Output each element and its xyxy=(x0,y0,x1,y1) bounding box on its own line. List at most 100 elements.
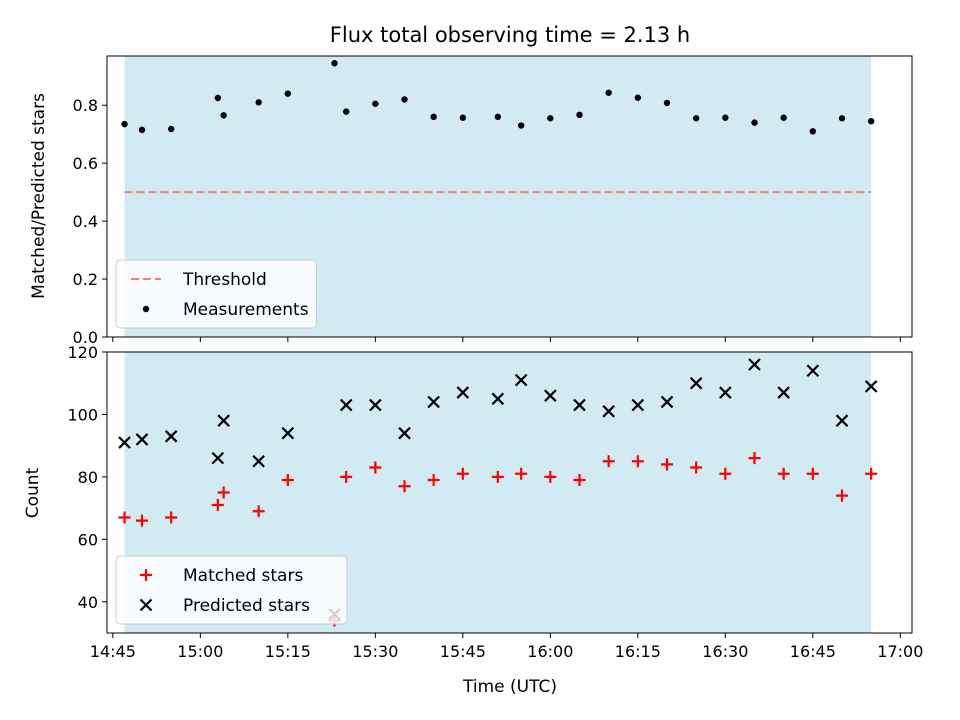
x-tick-label: 17:00 xyxy=(877,642,923,661)
top-y-tick-label: 0.8 xyxy=(73,96,98,115)
matched-star-point xyxy=(631,455,644,468)
matched-star-point xyxy=(211,498,224,511)
predicted-star-point xyxy=(806,364,820,378)
predicted-star-point xyxy=(602,405,615,418)
predicted-star-point xyxy=(164,430,178,443)
matched-star-point xyxy=(719,467,732,480)
bottom-y-tick-label: 100 xyxy=(67,405,98,424)
top-y-tick-label: 0.6 xyxy=(73,154,98,173)
top-chart-title: Flux total observing time = 2.13 h xyxy=(330,23,690,47)
matched-star-point xyxy=(573,474,586,487)
bottom-y-tick-label: 60 xyxy=(78,530,98,549)
x-tick-label: 15:00 xyxy=(177,642,223,661)
matched-star-point xyxy=(398,480,411,493)
x-tick-label: 16:00 xyxy=(527,642,573,661)
matched-star-point xyxy=(369,461,382,474)
measurement-point xyxy=(459,114,467,121)
matched-star-point xyxy=(456,467,469,480)
measurement-point xyxy=(751,119,758,126)
measurement-point xyxy=(780,114,787,121)
matched-star-point xyxy=(252,505,265,518)
matched-star-point xyxy=(748,452,761,465)
bottom-y-tick-label: 40 xyxy=(78,593,98,612)
measurement-point xyxy=(430,113,437,121)
matched-star-point xyxy=(806,467,819,480)
predicted-star-point xyxy=(118,436,131,449)
matched-star-point xyxy=(427,474,440,487)
bottom-frame xyxy=(106,351,913,634)
top-legend-label: Measurements xyxy=(183,300,309,320)
legend-predicted-swatch xyxy=(139,598,153,612)
predicted-star-point xyxy=(631,398,645,412)
matched-star-point xyxy=(136,514,148,527)
measurement-point xyxy=(809,128,817,135)
matched-star-point xyxy=(661,458,673,471)
predicted-star-point xyxy=(135,433,149,446)
legend-measurement-swatch xyxy=(142,305,150,313)
bottom-panel: 14:45 15:00 15:15 15:30 15:45 16:00 16:15 16:30… xyxy=(67,343,923,661)
predicted-star-point xyxy=(427,395,440,409)
matched-star-point xyxy=(690,461,703,474)
x-tick-label: 15:30 xyxy=(352,642,398,661)
measurement-point xyxy=(401,96,408,103)
x-axis-label: Time (UTC) xyxy=(462,677,557,697)
predicted-star-point xyxy=(835,414,849,427)
predicted-star-point xyxy=(573,398,586,412)
measurement-point xyxy=(121,120,128,128)
measurement-point xyxy=(220,112,227,119)
bottom-legend-label: Predicted stars xyxy=(183,596,310,616)
measurement-point xyxy=(494,113,502,121)
top-panel: 0.0 0.2 0.4 0.6 0.8 Threshold Measurements xyxy=(73,55,913,347)
matched-star-point xyxy=(281,474,294,487)
predicted-star-point xyxy=(369,398,382,412)
x-tick-label: 15:15 xyxy=(265,642,311,661)
measurement-point xyxy=(663,99,671,107)
predicted-star-point xyxy=(514,373,528,387)
predicted-star-point xyxy=(211,451,225,465)
matched-star-point xyxy=(491,470,504,483)
matched-star-point xyxy=(836,489,848,502)
matched-star-point xyxy=(544,470,557,483)
measurement-point xyxy=(517,122,525,129)
measurement-point xyxy=(167,125,175,133)
predicted-star-point xyxy=(689,376,703,390)
matched-star-point xyxy=(340,470,353,483)
bottom-y-tick-label: 80 xyxy=(78,468,98,487)
x-tick-label: 16:45 xyxy=(790,642,836,661)
measurement-point xyxy=(138,126,146,134)
matched-star-point xyxy=(515,467,528,480)
matched-star-point xyxy=(217,486,230,499)
predicted-star-point xyxy=(719,386,732,399)
measurement-point xyxy=(547,115,554,122)
measurement-point xyxy=(576,111,583,119)
top-frame xyxy=(106,55,913,338)
predicted-star-point xyxy=(339,398,353,412)
predicted-star-point xyxy=(398,426,411,440)
top-legend-label: Threshold xyxy=(182,270,267,290)
measurement-point xyxy=(867,117,875,125)
matched-star-point xyxy=(777,467,790,480)
top-y-tick-label: 0.0 xyxy=(73,328,98,347)
matched-star-point xyxy=(602,455,615,468)
predicted-star-point xyxy=(491,392,505,406)
measurement-point xyxy=(634,94,642,101)
x-tick-label: 16:30 xyxy=(702,642,748,661)
predicted-star-point xyxy=(777,386,790,399)
matched-star-point xyxy=(165,511,178,524)
measurement-point xyxy=(284,90,292,97)
bottom-y-axis-label: Count xyxy=(23,467,43,518)
measurement-point xyxy=(605,89,612,96)
predicted-star-point xyxy=(456,386,470,399)
predicted-star-point xyxy=(660,395,674,409)
bottom-legend-label: Matched stars xyxy=(183,566,303,586)
matched-star-point xyxy=(865,467,878,480)
top-y-tick-label: 0.4 xyxy=(73,212,98,231)
measurement-point xyxy=(722,114,729,121)
predicted-star-point xyxy=(252,455,265,468)
predicted-star-point xyxy=(748,358,761,371)
bottom-legend xyxy=(115,555,348,625)
legend-matched-swatch xyxy=(140,569,152,581)
top-y-axis-label: Matched/Predicted stars xyxy=(29,93,49,299)
matched-star-point xyxy=(118,511,131,524)
x-tick-label: 14:45 xyxy=(90,642,136,661)
